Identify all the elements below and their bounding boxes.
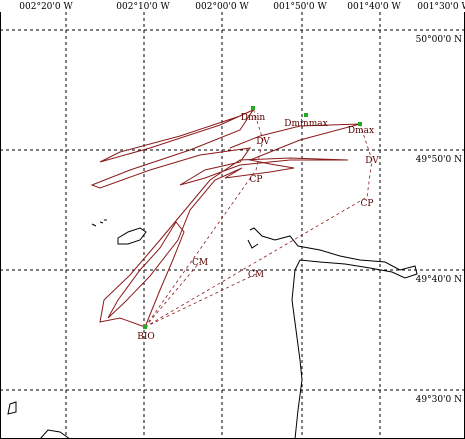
latitude-label: 49°50'0 N: [416, 155, 462, 165]
graticule: [0, 12, 465, 439]
path-label: CP: [361, 199, 374, 209]
coast: [39, 429, 71, 439]
point-label: Dmax: [348, 126, 374, 136]
coast: [247, 239, 259, 249]
island: [117, 227, 147, 245]
latitude-label: 49°40'0 N: [416, 275, 462, 285]
coastline: [7, 219, 418, 439]
point-label: Dminmax: [284, 119, 327, 129]
trajectory: [90, 108, 349, 328]
coast: [249, 227, 418, 439]
longitude-label: 002°00'0 W: [195, 2, 249, 12]
longitude-label: 001°40'0 W: [347, 2, 401, 12]
path-labels: DV DV CP CP CM CM: [192, 137, 379, 280]
axis-labels: 002°20'0 W 002°10'0 W 002°00'0 W 001°50'…: [0, 0, 465, 405]
point-marker: [251, 106, 255, 110]
path-label: DV: [365, 156, 379, 166]
point-label: BIO: [137, 332, 155, 342]
trajectory: [107, 123, 361, 328]
point-label: Dmin: [241, 113, 266, 123]
latitude-label: 50°00'0 N: [416, 35, 462, 45]
point-marker: [304, 113, 308, 117]
longitude-label: 002°10'0 W: [116, 2, 170, 12]
point-marker: [143, 325, 147, 329]
islet: [7, 401, 17, 415]
path-label: CP: [250, 175, 263, 185]
longitude-label: 001°50'0 W: [273, 2, 327, 12]
trajectories: [90, 107, 373, 328]
label-band: [0, 0, 465, 12]
point-marker: [358, 122, 362, 126]
points: Dmin Dminmax Dmax BIO: [137, 106, 374, 342]
path-label: CM: [192, 258, 208, 268]
longitude-label: 002°20'0 W: [19, 2, 73, 12]
latitude-label: 49°30'0 N: [416, 395, 462, 405]
longitude-label: 001°30'0 W: [417, 2, 465, 12]
path-label: CM: [248, 270, 264, 280]
path-label: DV: [256, 137, 270, 147]
islet: [91, 219, 107, 227]
